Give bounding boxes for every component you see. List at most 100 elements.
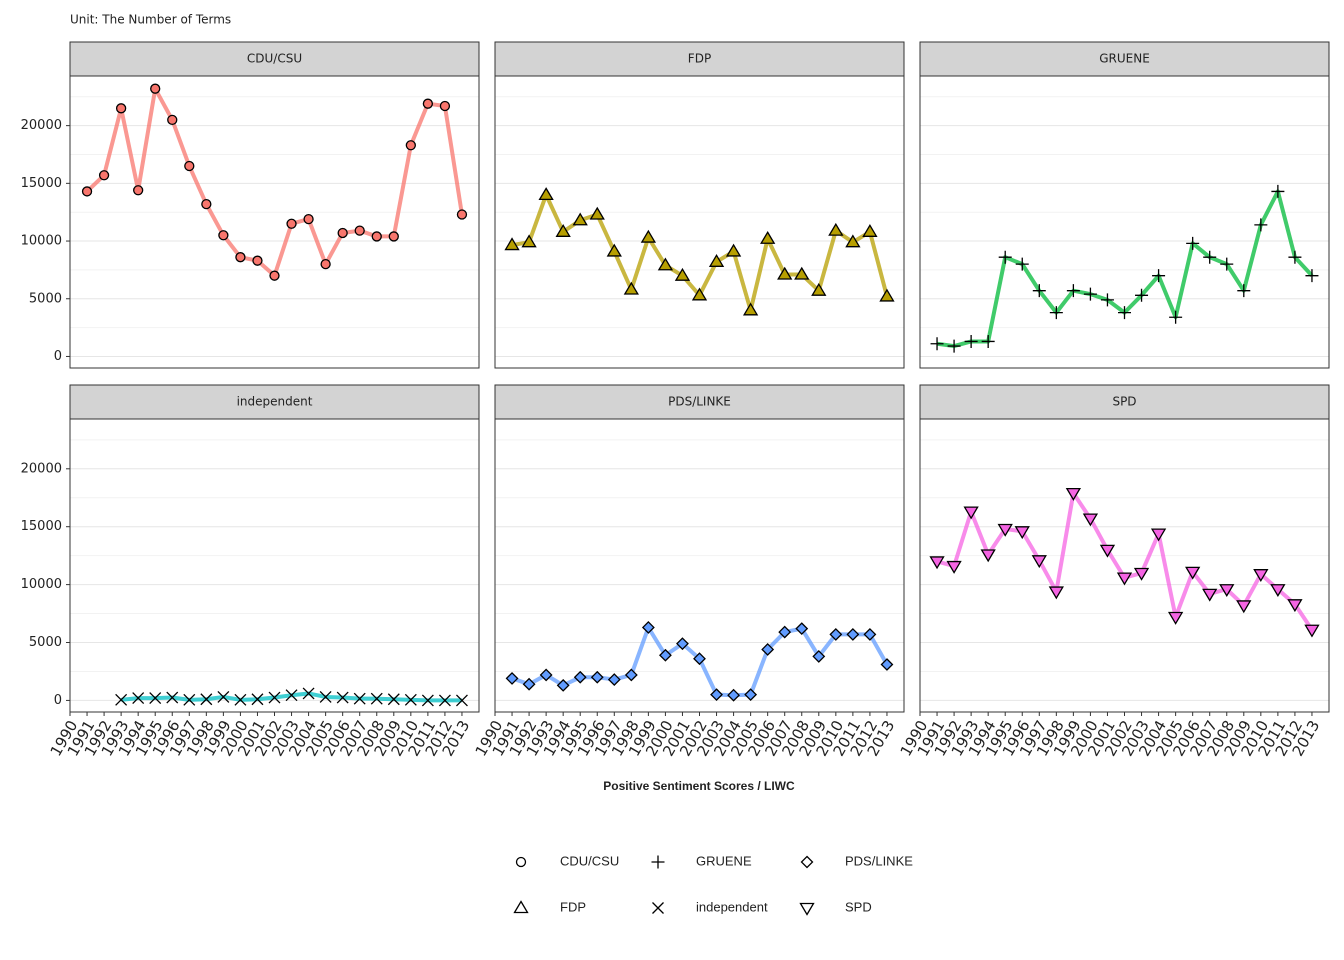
marker [658,648,672,662]
marker [845,234,861,248]
marker [1048,586,1064,600]
y-tick-label: 20000 [21,118,62,133]
marker [371,231,382,242]
marker [1202,588,1218,602]
marker [538,187,554,201]
marker [353,692,366,705]
legend-label: GRUENE [696,853,752,868]
marker [1015,257,1029,271]
marker [930,337,944,351]
marker [800,855,814,869]
marker [522,677,536,691]
marker [1203,250,1217,264]
y-tick-label: 15000 [21,519,62,534]
marker [504,237,520,251]
marker [201,198,212,210]
strip [919,41,1330,77]
marker [515,856,527,868]
marker [674,267,691,281]
panel-border [494,75,905,369]
strip [69,41,480,77]
marker [252,255,263,266]
marker [555,224,571,237]
marker [1253,569,1269,582]
marker [422,98,434,109]
strip [494,41,905,77]
marker [1083,287,1097,301]
strip [494,384,905,420]
marker [218,230,229,241]
marker [388,231,399,242]
legend-label: SPD [845,899,872,914]
marker [320,258,331,270]
marker [811,282,827,296]
marker [133,185,144,196]
marker [438,694,451,707]
marker [456,209,468,220]
marker [1219,584,1235,598]
marker [1254,218,1268,232]
panel-title: independent [237,395,313,409]
marker [964,334,978,348]
marker [1167,611,1184,625]
marker [234,693,247,706]
marker [286,218,297,229]
marker [1305,269,1319,283]
marker [513,900,529,914]
marker [1271,184,1285,198]
marker [539,668,553,682]
marker [980,549,996,563]
marker [521,234,537,248]
panel-border [69,75,480,369]
marker [623,281,639,295]
marker [606,243,622,257]
marker [387,693,400,706]
legend-label: PDS/LINKE [845,853,913,868]
marker [795,622,809,636]
marker [742,302,759,316]
marker [572,212,588,226]
marker [998,250,1012,264]
y-tick-label: 20000 [21,461,62,476]
marker [285,689,298,702]
panel-title: PDS/LINKE [668,395,731,409]
marker [370,692,383,705]
marker [691,287,708,301]
line [85,86,464,278]
marker [439,100,451,112]
marker [149,692,162,705]
marker [1082,513,1099,527]
marker [799,902,815,916]
marker [336,691,349,704]
panel-border [494,418,905,713]
marker [862,224,878,237]
y-tick-label: 15000 [21,176,62,191]
panel-border [919,75,1330,369]
marker [1066,284,1080,298]
marker [1220,257,1234,271]
marker [794,266,810,280]
legend-label: FDP [560,899,586,914]
marker [879,288,895,302]
marker [829,627,843,641]
strip [69,384,480,420]
marker [404,693,417,706]
marker [624,668,638,682]
marker [1237,284,1251,298]
marker [946,560,962,574]
marker [1116,572,1133,586]
marker [115,693,128,706]
marker [505,671,519,685]
marker [573,670,587,684]
y-tick-label: 10000 [21,577,62,592]
panel-title: SPD [1112,395,1136,409]
marker [1135,288,1149,302]
marker [929,556,945,570]
marker [1270,584,1286,598]
marker [828,222,844,236]
y-tick-label: 5000 [29,635,62,650]
marker [590,670,604,684]
marker [1152,269,1166,283]
marker [1169,310,1183,324]
marker [778,625,792,639]
